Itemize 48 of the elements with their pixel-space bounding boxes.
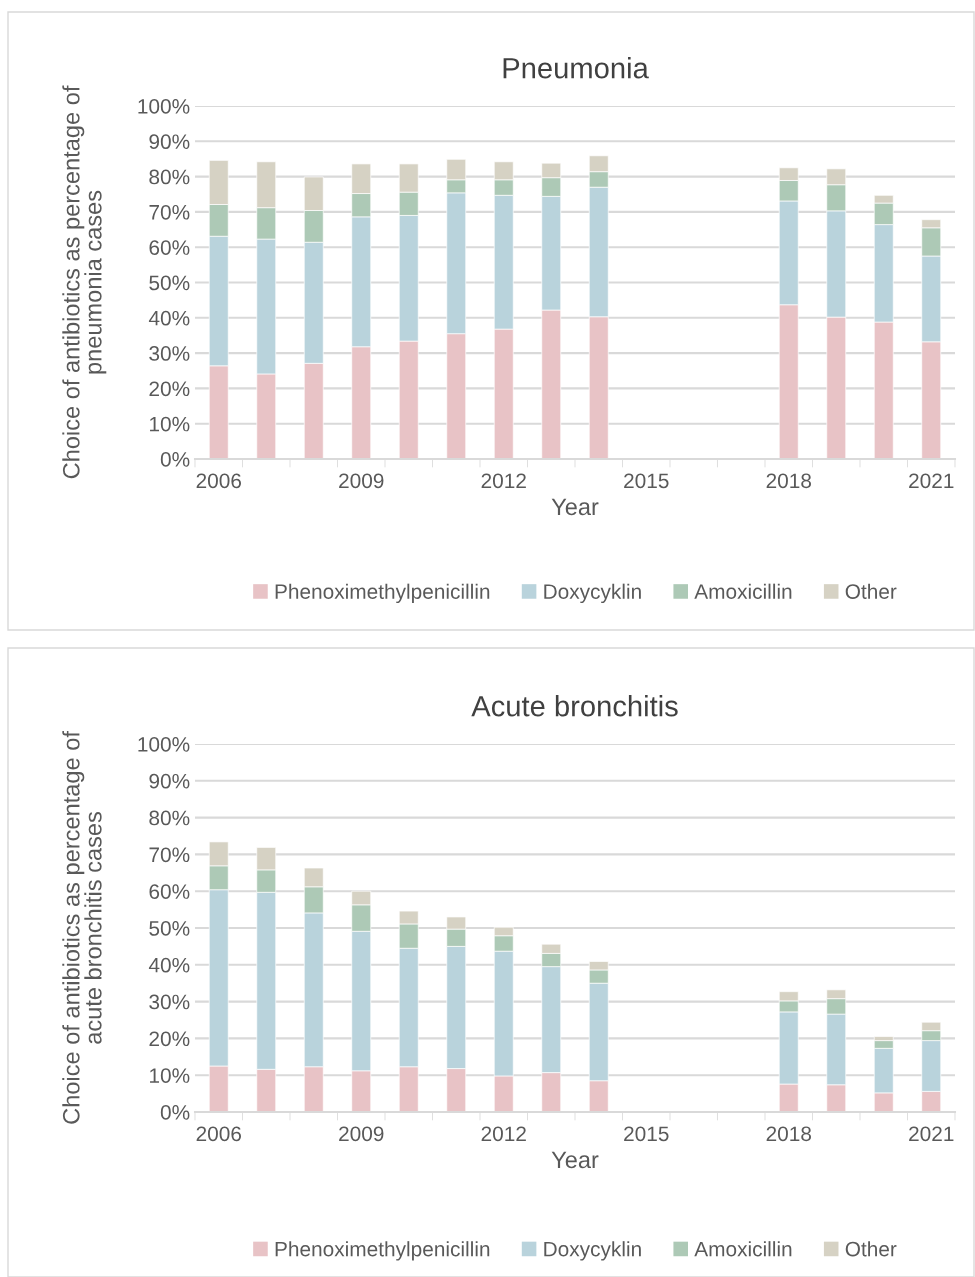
x-axis-title: Year	[551, 498, 599, 516]
y-tick-label: 70%	[149, 847, 190, 863]
x-axis-title: Year	[551, 1151, 599, 1169]
y-tick-label: 10%	[150, 1068, 190, 1083]
y-tick-label: 0%	[160, 452, 190, 467]
x-tick-label: 2018	[766, 1126, 812, 1142]
chart-title: Acute bronchitis	[471, 695, 678, 717]
chart-title: Pneumonia	[503, 57, 649, 79]
y-tick-label: 20%	[149, 381, 190, 397]
y-tick-label: 50%	[149, 921, 190, 936]
y-tick-label: 60%	[149, 240, 190, 255]
x-tick-label: 2021	[909, 473, 954, 489]
x-tick-label: 2012	[481, 1126, 526, 1142]
y-tick-label: 0%	[160, 1105, 190, 1120]
y-tick-label: 50%	[149, 275, 190, 291]
legend-label: Phenoximethylpenicillin	[275, 583, 490, 604]
legend-label: Amoxicillin	[694, 583, 792, 599]
y-tick-label: 10%	[150, 416, 190, 432]
y-tick-label: 80%	[149, 169, 190, 185]
y-tick-label: 90%	[149, 134, 190, 150]
legend-label: Other	[845, 583, 897, 599]
y-tick-label: 60%	[149, 884, 190, 899]
y-axis-title: Choice of antibiotics as percentage of pneumonia cases	[62, 85, 107, 479]
y-tick-label: 30%	[149, 346, 190, 361]
legend-label: Doxycyklin	[544, 583, 641, 604]
legend-label: Amoxicillin	[694, 1241, 792, 1257]
x-tick-label: 2015	[624, 1126, 669, 1142]
y-tick-label: 100%	[138, 737, 190, 752]
y-tick-label: 40%	[148, 310, 190, 326]
y-tick-label: 100%	[138, 99, 190, 114]
y-tick-label: 90%	[149, 773, 190, 789]
x-tick-label: 2018	[766, 473, 812, 489]
x-tick-label: 2006	[196, 1126, 242, 1142]
y-tick-label: 80%	[149, 810, 190, 826]
x-tick-label: 2012	[481, 473, 526, 489]
legend-label: Other	[845, 1241, 897, 1257]
y-axis-title: Choice of antibiotics as percentage of acute bronchitis cases	[62, 731, 102, 1124]
x-tick-label: 2015	[624, 473, 669, 489]
x-tick-label: 2009	[339, 473, 384, 489]
y-tick-label: 30%	[149, 994, 190, 1010]
x-tick-label: 2009	[339, 1126, 384, 1142]
y-tick-label: 20%	[149, 1031, 190, 1047]
x-tick-label: 2021	[909, 1126, 954, 1142]
y-tick-label: 70%	[149, 204, 190, 220]
legend-label: Doxycyklin	[544, 1241, 641, 1261]
legend-label: Phenoximethylpenicillin	[275, 1241, 490, 1261]
y-tick-label: 40%	[148, 957, 190, 973]
x-tick-label: 2006	[196, 473, 242, 489]
